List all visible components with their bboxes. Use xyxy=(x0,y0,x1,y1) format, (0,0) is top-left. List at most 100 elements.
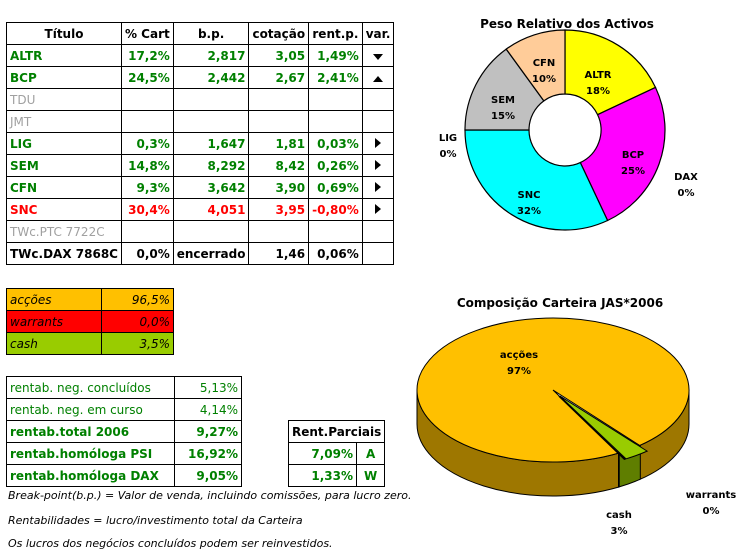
arrow-right-icon xyxy=(375,181,382,192)
asset-breakpoint: 8,292 xyxy=(172,154,250,177)
pie-label: LIG xyxy=(439,133,457,144)
allocation-label: warrants xyxy=(5,310,103,333)
returns-row: rentab.homóloga DAX 9,05% xyxy=(6,464,242,487)
pie-label: BCP xyxy=(622,150,644,161)
asset-quote: 3,05 xyxy=(248,44,310,67)
allocation-row: cash 3,5% xyxy=(5,332,174,355)
pie-label: warrants xyxy=(686,490,736,501)
asset-rent: 0,06% xyxy=(308,242,363,265)
asset-quote: 8,42 xyxy=(248,154,310,177)
pie-chart-composition: Composição Carteira JAS*2006 acções 97% wa… xyxy=(416,296,736,537)
asset-rent xyxy=(308,88,363,111)
partial-code: A xyxy=(355,442,386,465)
pie-value-label: 10% xyxy=(532,74,556,85)
pie-slice-cfn xyxy=(505,29,566,102)
asset-quote xyxy=(248,110,310,133)
portfolio-row: SNC 30,4% 4,051 3,95 -0,80% xyxy=(6,198,395,221)
asset-rent: 2,41% xyxy=(308,66,363,89)
pie-label: DAX xyxy=(674,172,698,183)
partial-header: Rent.Parciais xyxy=(287,420,386,443)
pie-slice-snc xyxy=(464,129,609,231)
allocation-table: acções 96,5% warrants 0,0% cash 3,5% xyxy=(5,288,174,355)
asset-name: TWc.DAX 7868C xyxy=(6,242,122,265)
asset-breakpoint: 4,051 xyxy=(172,198,250,221)
returns-label: rentab. neg. concluídos xyxy=(6,376,175,399)
asset-breakpoint xyxy=(172,110,250,133)
asset-pct: 30,4% xyxy=(120,198,174,221)
allocation-row: acções 96,5% xyxy=(5,288,174,311)
returns-row: rentab. neg. em curso 4,14% xyxy=(6,398,242,421)
asset-name: CFN xyxy=(6,176,122,199)
pie-label: ALTR xyxy=(585,70,612,81)
asset-pct: 17,2% xyxy=(120,44,174,67)
returns-value: 9,05% xyxy=(174,464,242,487)
asset-name: LIG xyxy=(6,132,122,155)
asset-rent: -0,80% xyxy=(308,198,363,221)
header-var: var. xyxy=(361,22,395,45)
asset-rent xyxy=(308,110,363,133)
pie-slice-sem xyxy=(464,48,545,131)
portfolio-row: CFN 9,3% 3,642 3,90 0,69% xyxy=(6,176,395,199)
allocation-value: 0,0% xyxy=(101,310,174,333)
header-rent: rent.p. xyxy=(308,22,363,45)
portfolio-header-row: Título % Cart b.p. cotação rent.p. var. xyxy=(6,22,395,45)
returns-table: rentab. neg. concluídos 5,13% rentab. neg.… xyxy=(6,376,242,487)
partial-value: 7,09% xyxy=(288,442,357,465)
partial-returns-table: Rent.Parciais 7,09% A 1,33% W xyxy=(287,420,386,487)
allocation-value: 96,5% xyxy=(101,288,174,311)
portfolio-row: JMT xyxy=(6,110,395,133)
note-lucros: Os lucros dos negócios concluídos podem … xyxy=(8,537,333,550)
asset-rent xyxy=(308,220,363,243)
asset-name: ALTR xyxy=(6,44,122,67)
pie-value-label: 0% xyxy=(678,188,695,199)
asset-breakpoint xyxy=(172,220,250,243)
allocation-row: warrants 0,0% xyxy=(5,310,174,333)
returns-row: rentab. neg. concluídos 5,13% xyxy=(6,376,242,399)
returns-value: 16,92% xyxy=(174,442,242,465)
asset-quote: 1,46 xyxy=(248,242,310,265)
chart-title: Composição Carteira JAS*2006 xyxy=(457,296,663,310)
portfolio-row: ALTR 17,2% 2,817 3,05 1,49% xyxy=(6,44,395,67)
asset-var xyxy=(361,220,395,243)
asset-var xyxy=(361,198,395,221)
allocation-label: cash xyxy=(5,332,103,355)
pie-chart-relative-weights: Peso Relativo dos Activos ALTR 18% BCP 25% D… xyxy=(439,17,698,231)
asset-var xyxy=(361,132,395,155)
asset-quote: 1,81 xyxy=(248,132,310,155)
asset-pct: 0,3% xyxy=(120,132,174,155)
asset-quote xyxy=(248,88,310,111)
arrow-right-icon xyxy=(375,159,382,170)
portfolio-row: SEM 14,8% 8,292 8,42 0,26% xyxy=(6,154,395,177)
returns-row: rentab.homóloga PSI 16,92% xyxy=(6,442,242,465)
partial-value: 1,33% xyxy=(288,464,357,487)
asset-var xyxy=(361,88,395,111)
pie-value-label: 0% xyxy=(703,506,720,517)
returns-row: rentab.total 2006 9,27% xyxy=(6,420,242,443)
returns-label: rentab.homóloga PSI xyxy=(6,442,175,465)
asset-rent: 0,69% xyxy=(308,176,363,199)
pie-label: SNC xyxy=(518,190,541,201)
pie-value-label: 25% xyxy=(621,166,645,177)
portfolio-row: TWc.DAX 7868C 0,0% encerrado 1,46 0,06% xyxy=(6,242,395,265)
asset-name: BCP xyxy=(6,66,122,89)
asset-pct: 9,3% xyxy=(120,176,174,199)
asset-quote: 3,95 xyxy=(248,198,310,221)
returns-label: rentab.total 2006 xyxy=(6,420,175,443)
asset-quote: 3,90 xyxy=(248,176,310,199)
asset-breakpoint: encerrado xyxy=(172,242,250,265)
asset-pct: 14,8% xyxy=(120,154,174,177)
asset-name: SEM xyxy=(6,154,122,177)
pie-label: acções xyxy=(500,350,538,361)
pie-label: SEM xyxy=(491,95,515,106)
header-quote: cotação xyxy=(248,22,310,45)
asset-rent: 0,03% xyxy=(308,132,363,155)
pie-value-label: 97% xyxy=(507,366,531,377)
returns-value: 9,27% xyxy=(174,420,242,443)
arrow-up-icon xyxy=(373,75,384,82)
asset-name: SNC xyxy=(6,198,122,221)
asset-var xyxy=(361,154,395,177)
returns-value: 5,13% xyxy=(174,376,242,399)
arrow-down-icon xyxy=(373,53,384,60)
asset-name: TWc.PTC 7722C xyxy=(6,220,122,243)
asset-var xyxy=(361,176,395,199)
